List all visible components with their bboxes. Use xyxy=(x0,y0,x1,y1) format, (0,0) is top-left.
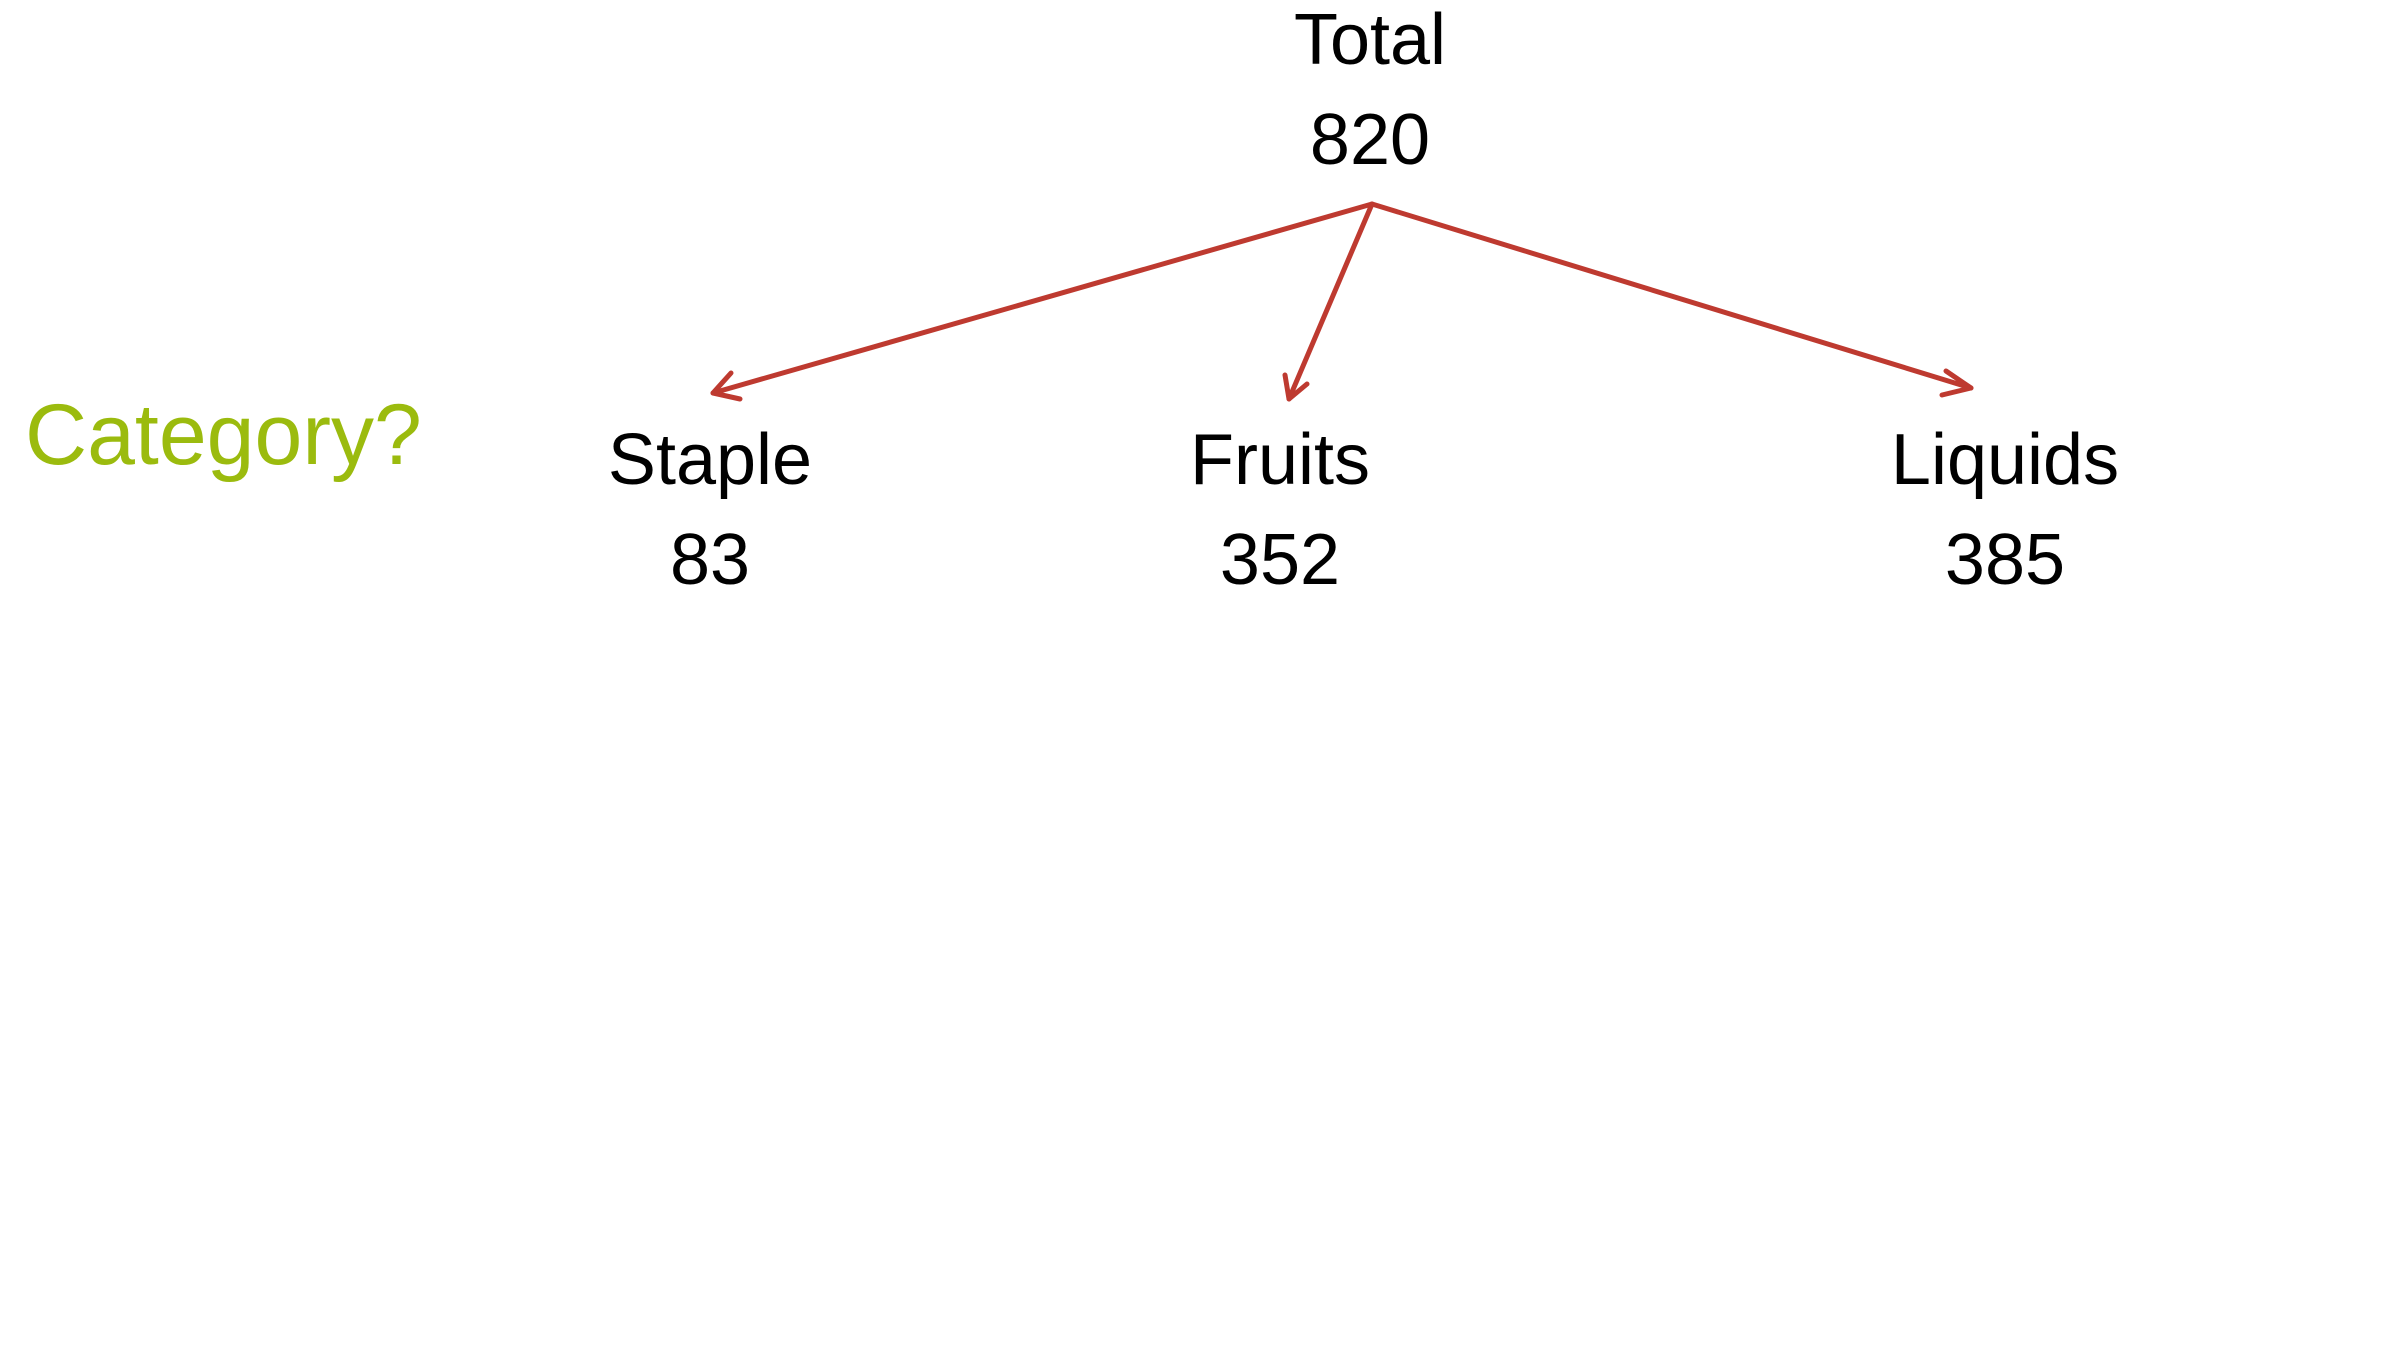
edge-total-to-fruits xyxy=(1286,201,1375,402)
arrowhead-staple xyxy=(710,370,743,402)
node-staple: Staple 83 xyxy=(565,410,855,610)
arrowhead-liquids xyxy=(1939,368,1974,398)
arrowhead-fruits xyxy=(1282,372,1310,402)
node-fruits-value: 352 xyxy=(1219,520,1341,600)
node-staple-value: 83 xyxy=(669,520,751,600)
node-total-value: 820 xyxy=(1309,100,1431,180)
node-liquids: Liquids 385 xyxy=(1855,410,2155,610)
category-question-label: Category? xyxy=(25,387,422,483)
edge-total-to-liquids xyxy=(1369,201,1974,391)
node-fruits-label: Fruits xyxy=(1190,420,1370,500)
node-liquids-value: 385 xyxy=(1944,520,2066,600)
node-liquids-label: Liquids xyxy=(1890,420,2120,500)
node-total-label: Total xyxy=(1293,0,1447,80)
node-total: Total 820 xyxy=(1235,0,1505,190)
node-fruits: Fruits 352 xyxy=(1140,410,1420,610)
node-staple-label: Staple xyxy=(607,420,813,500)
edge-total-to-staple xyxy=(710,201,1375,396)
